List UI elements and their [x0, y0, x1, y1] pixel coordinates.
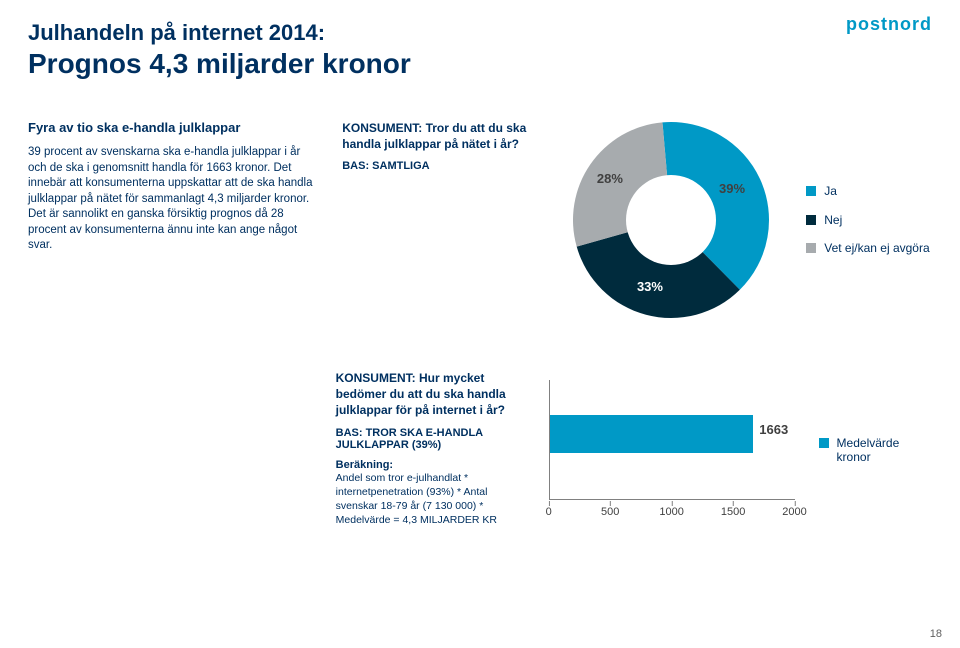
calc-body: Andel som tror e-julhandlat * internetpe… [336, 471, 525, 528]
page-number: 18 [930, 628, 942, 640]
x-tick-label: 1000 [659, 506, 683, 518]
legend-label: Ja [824, 184, 837, 198]
base-2: BAS: TROR SKA E-HANDLA JULKLAPPAR (39%) [336, 427, 525, 451]
x-tick-label: 0 [546, 506, 552, 518]
legend-label: Nej [824, 213, 842, 227]
intro-body: 39 procent av svenskarna ska e-handla ju… [28, 145, 318, 254]
legend-swatch [819, 438, 829, 448]
legend-swatch [806, 215, 816, 225]
bar-value-label: 1663 [759, 422, 788, 437]
legend-item: Nej [806, 213, 932, 227]
legend-swatch [806, 186, 816, 196]
legend-swatch [806, 243, 816, 253]
x-tick-label: 500 [601, 506, 619, 518]
logo: postnord [846, 14, 932, 35]
bar-chart: 1663 0500100015002000 [549, 370, 795, 530]
legend-label: Medelvärde kronor [837, 436, 932, 465]
title-line-2: Prognos 4,3 miljarder kronor [28, 48, 932, 80]
legend-label: Vet ej/kan ej avgöra [824, 241, 929, 255]
pie-chart: 39% 33% 28% [560, 120, 783, 320]
x-tick-label: 2000 [782, 506, 806, 518]
intro-text-col: Fyra av tio ska e-handla julklappar 39 p… [28, 120, 318, 320]
x-tick-label: 1500 [721, 506, 745, 518]
spacer-col [28, 370, 312, 530]
title-line-1: Julhandeln på internet 2014: [28, 20, 932, 46]
pie-slice-label: 33% [637, 279, 663, 294]
legend-item: Ja [806, 184, 932, 198]
intro-subhead: Fyra av tio ska e-handla julklappar [28, 120, 318, 135]
calc-head: Beräkning: [336, 459, 525, 471]
bar [550, 415, 754, 453]
base-1: BAS: SAMTLIGA [342, 160, 535, 172]
pie-slice-label: 39% [719, 181, 745, 196]
section-bar: KONSUMENT: Hur mycket bedömer du att du … [28, 370, 932, 530]
pie-legend: Ja Nej Vet ej/kan ej avgöra [806, 120, 932, 320]
question-2: KONSUMENT: Hur mycket bedömer du att du … [336, 370, 525, 419]
legend-item: Medelvärde kronor [819, 436, 932, 465]
question-col-2: KONSUMENT: Hur mycket bedömer du att du … [336, 370, 525, 530]
section-pie: Fyra av tio ska e-handla julklappar 39 p… [28, 120, 932, 320]
pie-slice-label: 28% [597, 171, 623, 186]
legend-item: Vet ej/kan ej avgöra [806, 241, 932, 255]
donut-hole [626, 175, 716, 265]
question-col-1: KONSUMENT: Tror du att du ska handla jul… [342, 120, 535, 320]
bar-legend: Medelvärde kronor [819, 370, 932, 530]
question-1: KONSUMENT: Tror du att du ska handla jul… [342, 120, 535, 152]
